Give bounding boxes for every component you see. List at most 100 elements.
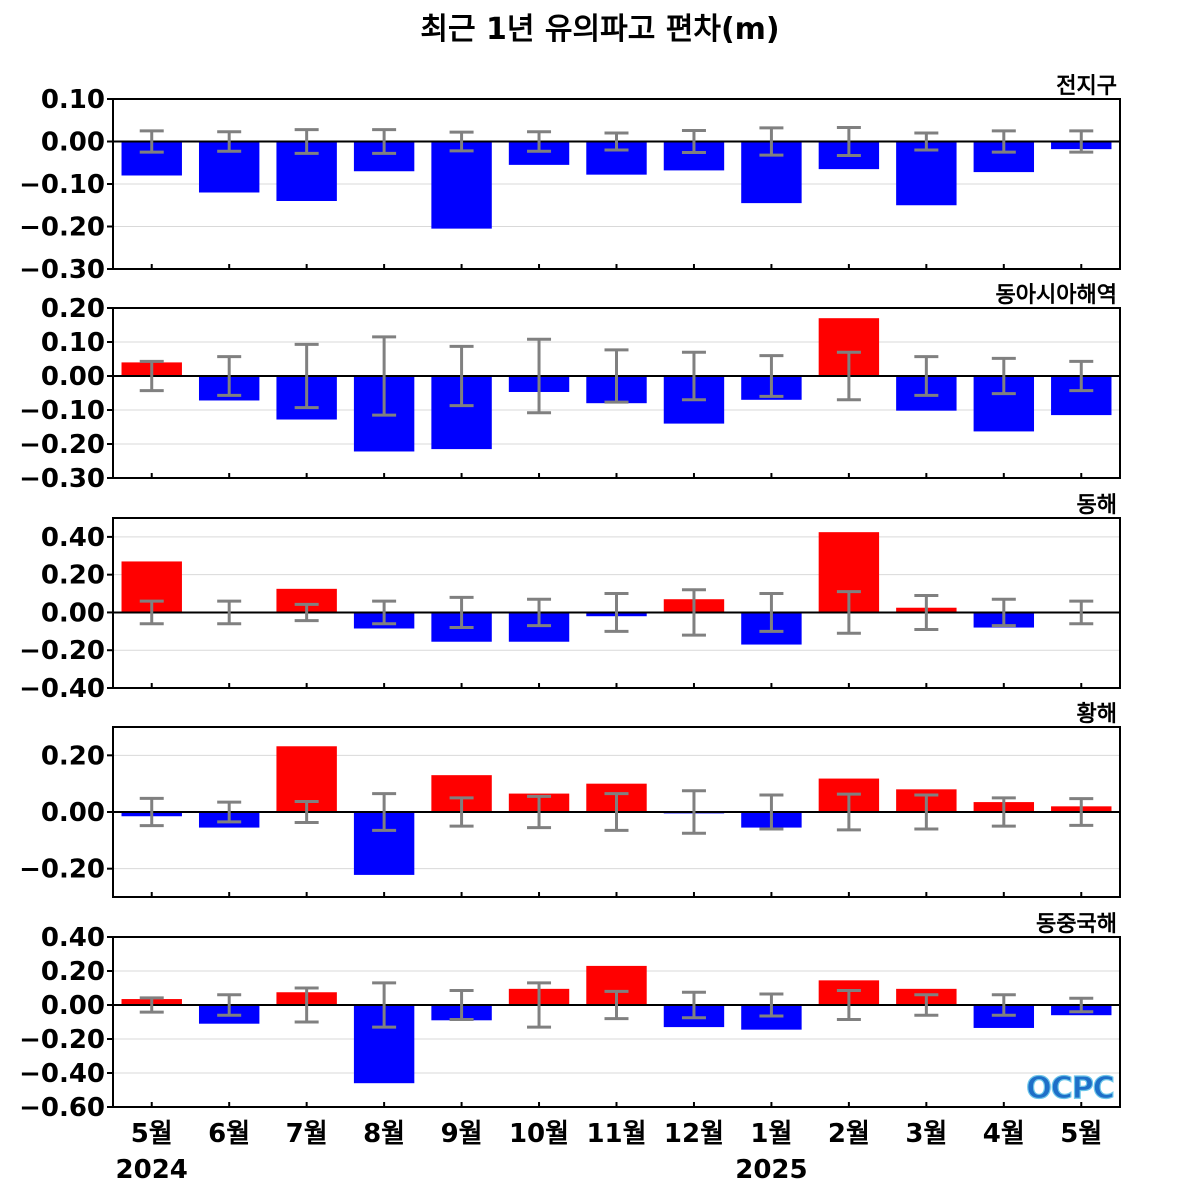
y-tick-label: 0.00 — [41, 598, 105, 628]
error-bar — [991, 356, 1016, 396]
error-bar — [372, 599, 397, 626]
error-bar — [217, 800, 242, 824]
x-tick-label: 10월 — [509, 1119, 569, 1149]
error-bar — [681, 128, 706, 155]
error-bar — [372, 128, 397, 155]
y-tick-label: −0.20 — [19, 636, 105, 666]
error-bar — [1069, 129, 1094, 154]
error-bar — [681, 350, 706, 402]
y-tick-label: −0.40 — [19, 1059, 105, 1089]
error-bar — [991, 597, 1016, 628]
y-tick-label: 0.00 — [41, 798, 105, 828]
error-bar — [836, 590, 861, 635]
logo-text: OCPC — [1026, 1071, 1114, 1106]
panel-title: 전지구 — [1056, 74, 1117, 99]
error-bar — [139, 359, 164, 393]
error-bar — [914, 793, 939, 831]
error-bar — [217, 993, 242, 1017]
error-bar — [527, 597, 552, 628]
error-bar — [372, 981, 397, 1029]
error-bar — [139, 796, 164, 828]
error-bar — [759, 126, 784, 157]
error-bar — [914, 131, 939, 152]
error-bar — [449, 796, 474, 828]
bar — [431, 141, 492, 229]
error-bar — [1069, 359, 1094, 393]
error-bar — [139, 129, 164, 154]
bar — [276, 588, 337, 613]
error-bar — [1069, 797, 1094, 827]
error-bar — [681, 990, 706, 1020]
y-tick-label: 0.00 — [41, 362, 105, 392]
chart-panels: 0.10 0.00 −0.10 −0.20 −0.30 전지구 0.20 0.10 0.00 −0… — [19, 74, 1121, 1123]
x-tick-label: 9월 — [441, 1119, 483, 1149]
y-tick-label: 0.10 — [41, 85, 105, 115]
error-bar — [449, 595, 474, 630]
panel-title: 동아시아해역 — [996, 283, 1117, 308]
panel-1: 0.10 0.00 −0.10 −0.20 −0.30 전지구 — [19, 74, 1121, 285]
bar — [896, 141, 957, 206]
panel-title: 동중국해 — [1036, 912, 1117, 937]
error-bar — [604, 792, 629, 832]
ocpc-logo: OCPC — [1026, 1070, 1116, 1106]
x-tick-label: 3월 — [905, 1119, 947, 1149]
error-bar — [604, 989, 629, 1021]
error-bar — [681, 789, 706, 835]
year-label: 2024 — [116, 1155, 188, 1185]
error-bar — [372, 335, 397, 417]
error-bar — [914, 593, 939, 631]
error-bar — [914, 993, 939, 1017]
x-tick-label: 12월 — [664, 1119, 724, 1149]
y-tick-label: 0.00 — [41, 128, 105, 158]
x-tick-label: 7월 — [286, 1119, 328, 1149]
error-bar — [836, 989, 861, 1021]
error-bar — [604, 131, 629, 152]
panel-title: 동해 — [1077, 493, 1117, 518]
panel-5: 0.40 0.20 0.00 −0.20 −0.40 −0.60 동중국해 — [19, 912, 1121, 1123]
x-tick-label: 2월 — [828, 1119, 870, 1149]
x-tick-label: 11월 — [586, 1119, 646, 1149]
error-bar — [527, 981, 552, 1029]
error-bar — [1069, 599, 1094, 626]
error-bar — [372, 792, 397, 832]
error-bar — [449, 989, 474, 1021]
error-bar — [527, 794, 552, 830]
error-bar — [217, 599, 242, 626]
error-bar — [836, 792, 861, 832]
y-tick-label: −0.30 — [19, 255, 105, 285]
x-tick-label: 4월 — [983, 1119, 1025, 1149]
error-bar — [681, 588, 706, 637]
error-bar — [139, 996, 164, 1014]
error-bar — [294, 342, 319, 410]
x-axis: 5월 6월 7월 8월 9월 10월 11월 12월 1월 2월 3월 4월 5월 2024 2025 — [116, 1119, 1103, 1185]
error-bar — [991, 796, 1016, 828]
bar — [508, 141, 570, 165]
error-bar — [527, 337, 552, 415]
error-bar — [294, 800, 319, 824]
error-bar — [217, 130, 242, 153]
error-bar — [527, 130, 552, 153]
x-tick-label: 1월 — [750, 1119, 792, 1149]
error-bar — [1069, 996, 1094, 1014]
y-tick-label: −0.40 — [19, 674, 105, 704]
x-tick-label: 6월 — [208, 1119, 250, 1149]
panel-2: 0.20 0.10 0.00 −0.10 −0.20 −0.30 동아시아해역 — [19, 283, 1121, 494]
y-tick-label: 0.20 — [41, 741, 105, 771]
y-tick-label: 0.20 — [41, 957, 105, 987]
panel-4: 0.20 0.00 −0.20 황해 — [19, 702, 1121, 898]
y-tick-label: 0.10 — [41, 328, 105, 358]
x-tick-label: 5월 — [1060, 1119, 1102, 1149]
chart-title: 최근 1년 유의파고 편차(m) — [420, 12, 780, 47]
error-bar — [914, 355, 939, 397]
y-tick-label: −0.10 — [19, 396, 105, 426]
error-bar — [449, 130, 474, 153]
y-tick-label: −0.30 — [19, 464, 105, 494]
y-tick-label: −0.60 — [19, 1093, 105, 1123]
y-tick-label: −0.20 — [19, 1025, 105, 1055]
y-tick-label: 0.40 — [41, 923, 105, 953]
x-tick-label: 5월 — [131, 1119, 173, 1149]
error-bar — [294, 986, 319, 1024]
y-tick-label: 0.20 — [41, 294, 105, 324]
y-tick-label: 0.00 — [41, 991, 105, 1021]
